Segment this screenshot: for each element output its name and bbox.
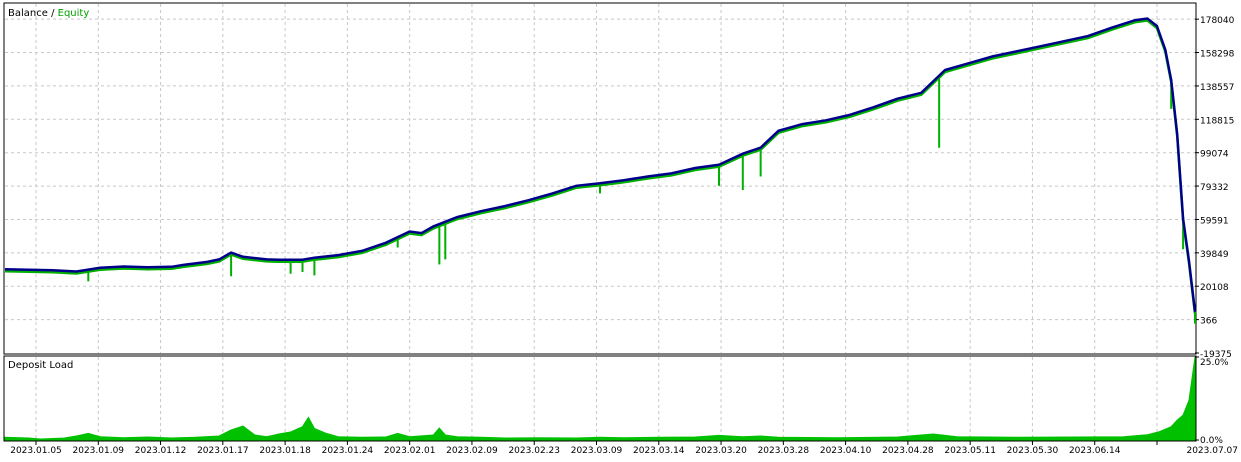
sub-y-axis: 25.0% 0.0% <box>1195 356 1229 446</box>
x-tick-label: 2023.04.10 <box>820 446 872 456</box>
x-tick-label: 2023.06.14 <box>1069 446 1121 456</box>
x-tick-label: 2023.02.01 <box>384 446 436 456</box>
panel-legend: Balance / Equity <box>8 8 89 19</box>
y-tick-label: 79332 <box>1200 183 1229 193</box>
y-tick-label: 99074 <box>1200 150 1229 160</box>
x-tick-label: 2023.03.28 <box>758 446 810 456</box>
y-tick-label: 138557 <box>1200 83 1234 93</box>
x-tick-label: 2023.01.12 <box>135 446 187 456</box>
balance-equity-panel: 178040 158298 138557 118815 99074 79332 59591 3… <box>3 2 1235 360</box>
x-tick-label: 2023.03.09 <box>571 446 623 456</box>
x-tick-label: 2023.01.17 <box>197 446 249 456</box>
y-tick-label: 39849 <box>1200 250 1229 260</box>
deposit-load-fill <box>4 356 1196 441</box>
x-tick-label: 2023.03.20 <box>695 446 747 456</box>
y-tick-label: 366 <box>1200 317 1217 327</box>
x-tick-label: 2023.07.07 <box>1186 446 1238 456</box>
y-tick-label: 59591 <box>1200 216 1229 226</box>
date-axis: 2023.01.05 2023.01.09 2023.01.12 2023.01.17… <box>10 441 1238 456</box>
x-tick-label: 2023.01.09 <box>73 446 125 456</box>
y-tick-label: 158298 <box>1200 50 1235 60</box>
sub-grid <box>35 357 1158 440</box>
x-tick-label: 2023.01.18 <box>259 446 311 456</box>
x-tick-label: 2023.04.28 <box>882 446 934 456</box>
sub-y-tick-label: 0.0% <box>1200 436 1223 446</box>
balance-line <box>4 17 1197 312</box>
deposit-load-label: Deposit Load <box>8 360 73 371</box>
x-tick-label: 2023.05.11 <box>944 446 996 456</box>
y-tick-label: 20108 <box>1200 283 1229 293</box>
deposit-load-area <box>4 356 1196 441</box>
y-tick-label: 118815 <box>1200 116 1234 126</box>
main-y-axis: 178040 158298 138557 118815 99074 79332 59591 3… <box>1195 16 1235 360</box>
x-tick-label: 2023.01.24 <box>322 446 374 456</box>
deposit-load-panel: 25.0% 0.0% Deposit Load <box>3 355 1229 446</box>
legend-balance: Balance <box>8 8 48 19</box>
legend-separator: / <box>48 8 58 19</box>
x-tick-label: 2023.03.14 <box>633 446 685 456</box>
x-tick-label: 2023.02.23 <box>508 446 560 456</box>
x-tick-label: 2023.02.09 <box>446 446 498 456</box>
y-tick-label: -19375 <box>1200 350 1232 360</box>
equity-line <box>4 19 1197 314</box>
legend-equity: Equity <box>58 8 90 19</box>
x-tick-label: 2023.05.30 <box>1007 446 1059 456</box>
x-tick-label: 2023.01.05 <box>10 446 62 456</box>
sub-y-tick-label: 25.0% <box>1200 358 1229 368</box>
series-lines <box>4 17 1197 324</box>
y-tick-label: 178040 <box>1200 16 1235 26</box>
sub-panel-frame <box>3 355 1197 442</box>
main-panel-frame <box>3 2 1197 355</box>
